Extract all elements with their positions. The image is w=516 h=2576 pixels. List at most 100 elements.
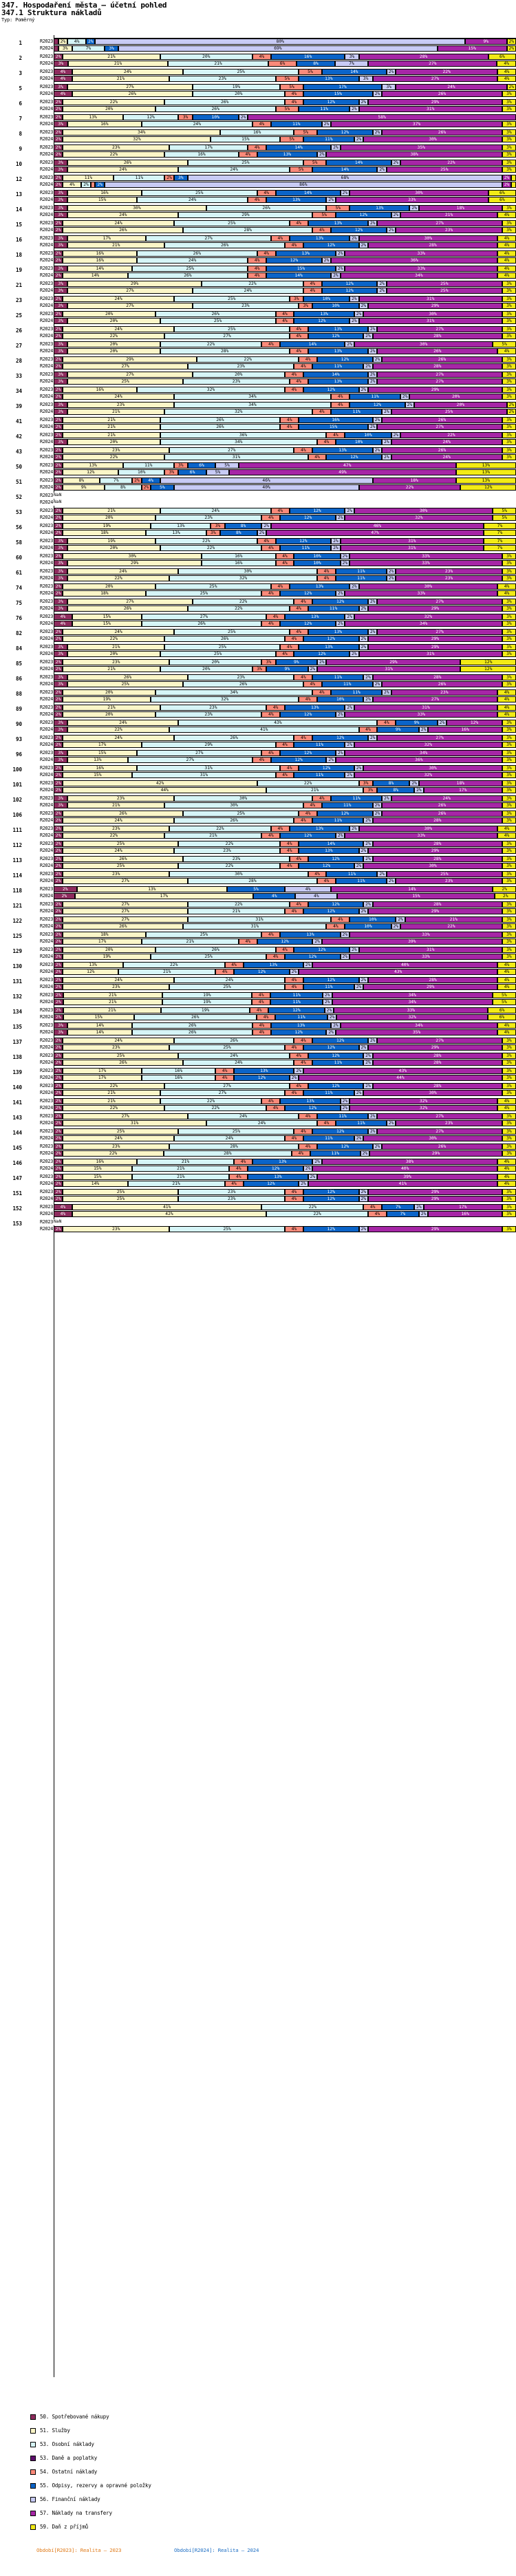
bar-segment[interactable]: 29%	[141, 742, 276, 748]
bar-segment[interactable]: 4%	[299, 696, 318, 702]
bar-segment[interactable]: 15%	[67, 750, 137, 756]
bar-segment[interactable]: 2%	[350, 826, 359, 832]
bar-segment[interactable]: 3%	[502, 727, 516, 733]
stacked-bar[interactable]: 2% 18% 13% 3% 8% 2% 47% 7%	[54, 530, 516, 536]
bar-segment[interactable]: 33%	[345, 250, 498, 257]
bar-segment[interactable]: 12%	[63, 969, 119, 975]
bar-segment[interactable]: 25%	[63, 841, 179, 847]
bar-segment[interactable]: 3%	[502, 553, 516, 559]
bar-segment[interactable]: 14%	[67, 266, 133, 272]
bar-segment[interactable]: 3%	[502, 121, 516, 127]
bar-segment[interactable]: 2%	[391, 212, 400, 218]
bar-segment[interactable]: 12%	[248, 1166, 303, 1172]
bar-segment[interactable]: 32%	[63, 136, 211, 142]
stacked-bar[interactable]: 2% 21% 20% 3% 9% 2% 31% 12%	[54, 666, 516, 672]
stacked-bar[interactable]: 2% 23% 22% 4% 13% 2% 30% 4%	[54, 826, 516, 832]
bar-segment[interactable]: 33%	[350, 932, 502, 938]
bar-segment[interactable]: 19%	[161, 1007, 250, 1013]
bar-segment[interactable]: 15%	[63, 1166, 133, 1172]
bar-segment[interactable]: 4%	[497, 705, 516, 711]
bar-segment[interactable]: 3%	[54, 599, 68, 605]
bar-segment[interactable]: 4%	[294, 674, 313, 680]
bar-segment[interactable]: 21%	[132, 1166, 230, 1172]
stacked-bar[interactable]: 3% 25% 23% 4% 13% 2% 27% 3%	[54, 378, 516, 385]
stacked-bar[interactable]: 4% 24% 25% 5% 14% 2% 22% 4%	[54, 69, 516, 75]
stacked-bar[interactable]: 2% 16% 24% 4% 12% 2% 36% 4%	[54, 257, 516, 264]
bar-segment[interactable]: 4%	[275, 742, 294, 748]
bar-segment[interactable]: 9%	[266, 666, 308, 672]
bar-segment[interactable]: 4%	[54, 621, 72, 627]
bar-segment[interactable]: 16%	[63, 257, 137, 264]
stacked-bar[interactable]: 3% 29% 22% 4% 12% 2% 25% 3%	[54, 281, 516, 287]
bar-segment[interactable]: 23%	[178, 1189, 285, 1195]
bar-segment[interactable]: 3%	[502, 151, 516, 158]
bar-segment[interactable]: 25%	[391, 409, 507, 415]
bar-segment[interactable]: 2%	[54, 856, 63, 862]
bar-segment[interactable]: 8%	[297, 61, 335, 67]
bar-segment[interactable]: 15%	[211, 136, 281, 142]
bar-segment[interactable]: 4%	[215, 1075, 235, 1081]
bar-segment[interactable]: 4%	[367, 1211, 387, 1217]
bar-segment[interactable]: 27%	[377, 735, 502, 741]
bar-segment[interactable]: 26%	[136, 250, 257, 257]
stacked-bar[interactable]: 3% 21% 25% 4% 13% 2% 29% 3%	[54, 644, 516, 650]
bar-segment[interactable]: 4%	[257, 250, 276, 257]
bar-segment[interactable]: 2%	[54, 833, 63, 839]
bar-segment[interactable]: 14%	[67, 1022, 133, 1029]
bar-segment[interactable]: 27%	[372, 76, 498, 82]
bar-segment[interactable]: 2%	[391, 160, 400, 166]
bar-segment[interactable]: 3%	[54, 644, 68, 650]
bar-segment[interactable]: 12%	[303, 908, 359, 914]
stacked-bar[interactable]: 3% 15% 24% 4% 13% 2% 33% 6%	[54, 197, 516, 203]
bar-segment[interactable]: 25%	[155, 583, 271, 590]
stacked-bar[interactable]: 3% 23% 30% 4% 11% 2% 24% 3%	[54, 795, 516, 802]
bar-segment[interactable]: 32%	[354, 772, 502, 778]
bar-segment[interactable]: 3%	[54, 341, 68, 347]
bar-segment[interactable]: 58%	[248, 114, 516, 120]
bar-segment[interactable]: 14%	[63, 272, 128, 279]
bar-segment[interactable]: 4%	[275, 947, 294, 953]
bar-segment[interactable]: 3%	[502, 281, 516, 287]
bar-segment[interactable]: 4%	[238, 938, 257, 945]
bar-segment[interactable]: 5%	[151, 484, 174, 491]
bar-segment[interactable]: 24%	[63, 1038, 174, 1044]
bar-segment[interactable]: 12%	[303, 1196, 359, 1202]
bar-segment[interactable]: 30%	[363, 1090, 502, 1096]
bar-segment[interactable]: 21%	[63, 1090, 160, 1096]
bar-segment[interactable]: 18%	[372, 477, 456, 484]
bar-segment[interactable]: 69%	[118, 45, 438, 52]
bar-segment[interactable]: 4%	[289, 326, 308, 332]
bar-segment[interactable]: 22%	[63, 1105, 165, 1111]
bar-segment[interactable]: 4%	[497, 826, 516, 832]
bar-segment[interactable]: 3%	[502, 947, 516, 953]
bar-segment[interactable]: 2%	[360, 1150, 370, 1157]
bar-segment[interactable]: 3%	[502, 871, 516, 877]
bar-segment[interactable]: 3%	[502, 227, 516, 233]
bar-segment[interactable]: 2%	[363, 333, 373, 339]
bar-segment[interactable]: 32%	[354, 614, 502, 620]
bar-segment[interactable]: 3%	[502, 1196, 516, 1202]
bar-segment[interactable]: 19%	[162, 999, 252, 1005]
bar-segment[interactable]: 3%	[502, 1083, 516, 1089]
bar-segment[interactable]: 25%	[160, 318, 276, 324]
bar-segment[interactable]: 32%	[336, 1014, 488, 1020]
bar-segment[interactable]: 3%	[502, 220, 516, 226]
bar-segment[interactable]: 16%	[67, 121, 142, 127]
stacked-bar[interactable]: 2% 24% 25% 4% 13% 2% 27% 3%	[54, 629, 516, 635]
bar-segment[interactable]: 4%	[289, 605, 308, 612]
bar-segment[interactable]: 26%	[72, 91, 193, 97]
bar-segment[interactable]: 2%	[377, 167, 387, 173]
bar-segment[interactable]: 6%	[488, 1007, 516, 1013]
bar-segment[interactable]: 13%	[63, 114, 123, 120]
bar-segment[interactable]: 2%	[340, 954, 350, 960]
bar-segment[interactable]: 5%	[493, 341, 516, 347]
bar-segment[interactable]: 12%	[63, 469, 119, 475]
bar-segment[interactable]: 26%	[382, 1144, 502, 1150]
bar-segment[interactable]: 12%	[312, 1128, 368, 1135]
bar-segment[interactable]: 26%	[164, 242, 285, 248]
bar-segment[interactable]: 4%	[497, 977, 516, 983]
bar-segment[interactable]: 2%	[95, 182, 105, 188]
bar-segment[interactable]: 2%	[54, 977, 63, 983]
bar-segment[interactable]: 4%	[256, 1014, 276, 1020]
bar-segment[interactable]: 3%	[502, 1038, 516, 1044]
